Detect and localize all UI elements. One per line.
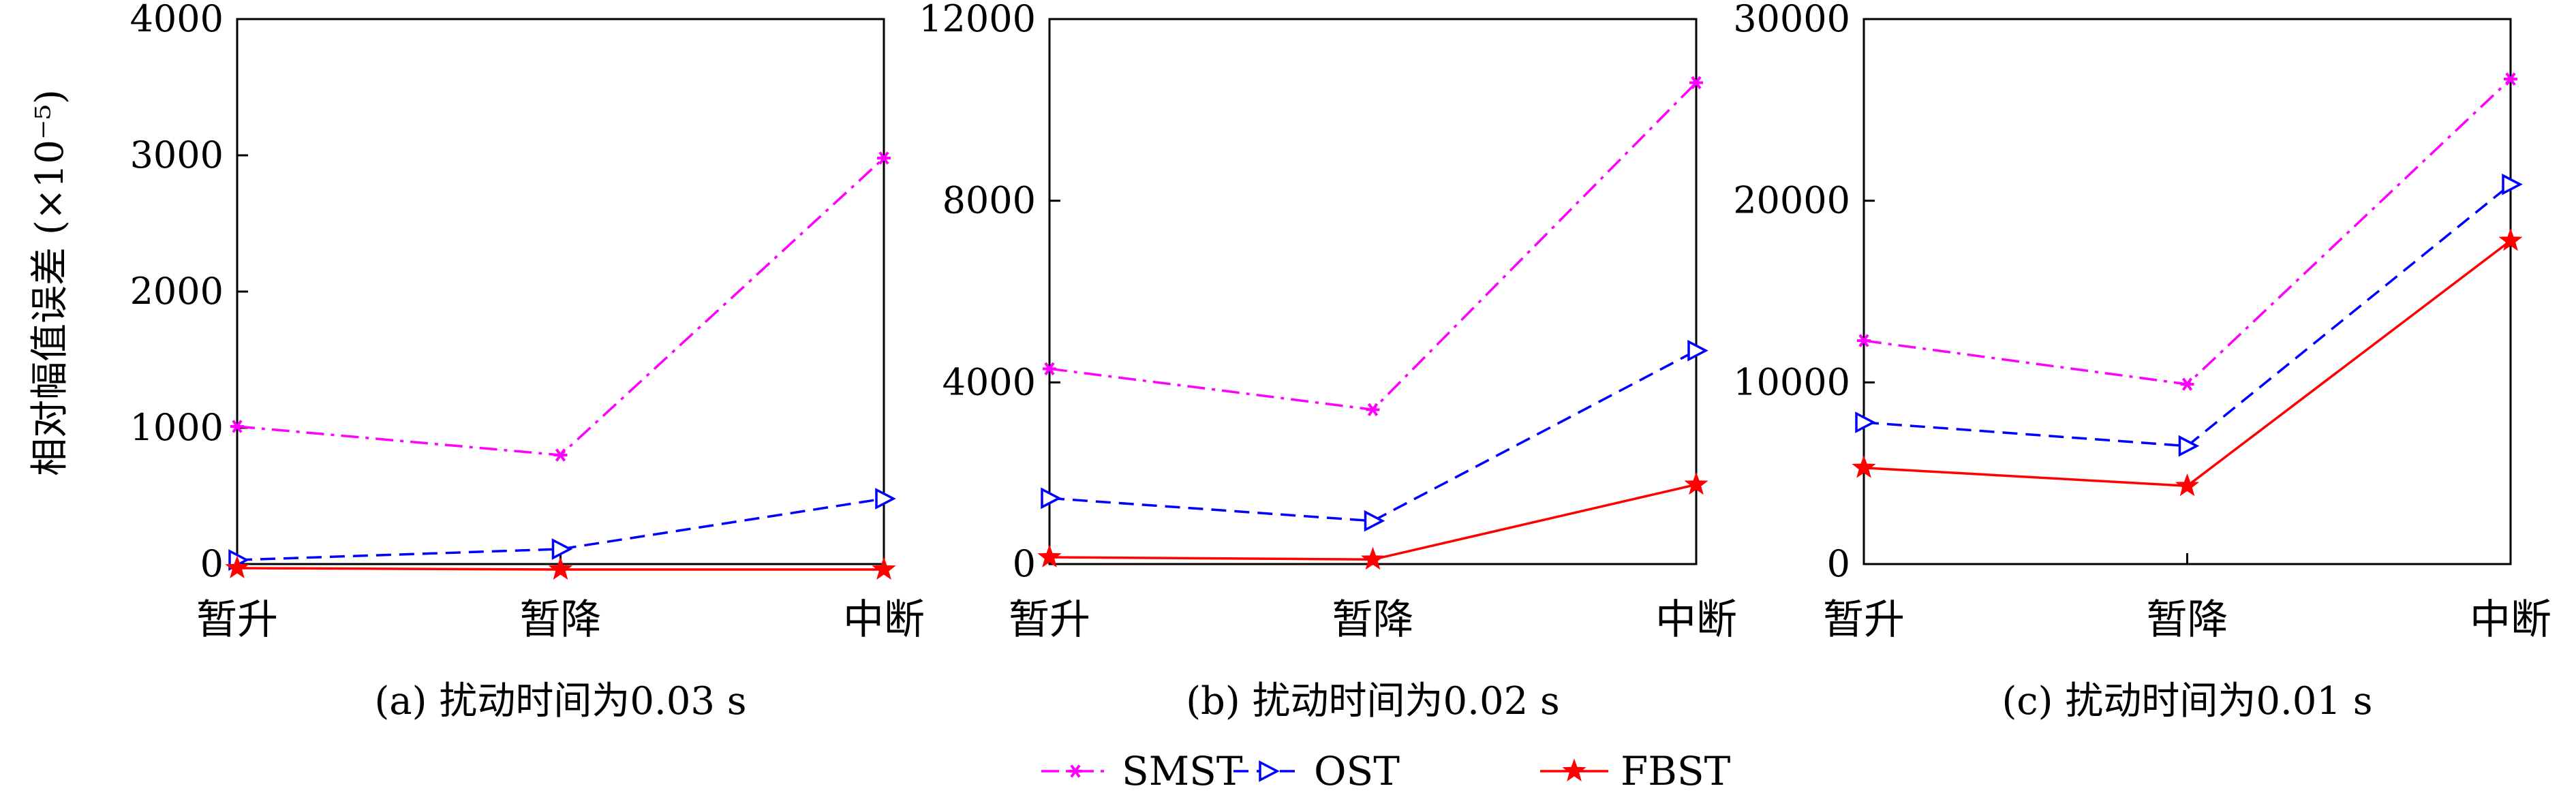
data-point [1855,411,1876,433]
legend-item-fbst: FBST [1540,748,1731,794]
series-ost [1855,173,2523,457]
series-line [1049,82,1698,411]
series-smst [1043,76,1703,416]
data-point [2180,377,2194,391]
data-point [230,420,244,433]
data-point [1043,362,1056,375]
y-tick-label: 10000 [1733,360,1850,403]
data-point [1364,510,1385,532]
series-smst [1857,72,2517,391]
legend-marker [1259,760,1280,782]
data-point [2498,228,2523,251]
series-line [1863,78,2512,386]
y-tick-label: 12000 [919,0,1036,40]
legend: SMST OST FBST [1041,748,1731,794]
y-tick-label: 3000 [130,134,224,176]
x-tick-label: 暂降 [2147,596,2228,644]
y-tick-label: 4000 [130,0,224,40]
data-point [1366,403,1380,416]
y-tick-label: 0 [200,542,224,585]
legend-marker [1562,758,1586,781]
data-point [1041,487,1062,510]
x-tick-label: 中断 [2470,596,2551,644]
y-tick-label: 30000 [1733,0,1850,40]
data-point [1689,76,1703,89]
chart-panel-3: 0 10000 20000 30000 暂升 暂降 中断 (c) 扰动时间为0.01 s [1733,0,2551,723]
data-point [2504,72,2517,86]
y-axis-label: 相对幅值误差 (×10⁻⁵) [28,89,72,476]
series-ost [1041,339,1708,532]
series-fbst [1852,228,2523,497]
data-point [553,448,568,462]
data-point [225,555,249,578]
data-point [548,557,573,580]
x-tick-label: 暂升 [1009,596,1090,644]
data-point [1037,544,1062,567]
x-tick-label: 中断 [843,596,925,644]
y-tick-label: 1000 [130,406,224,449]
data-point [2502,173,2523,196]
y-tick-label: 20000 [1733,179,1850,222]
data-point [1857,334,1871,347]
legend-item-ost: OST [1233,748,1400,794]
data-point [872,557,896,580]
chart-panels: 0 1000 2000 3000 4000 暂升 暂降 中断 (a) 扰动时间为0.03 s 0 4… [130,0,2551,723]
plot-frame [236,18,885,565]
x-tick-label: 暂升 [1823,596,1905,644]
y-tick-label: 8000 [942,179,1036,222]
panel-caption: (c) 扰动时间为0.01 s [2002,679,2372,723]
data-point [2178,435,2200,457]
x-tick-label: 暂降 [1332,596,1414,644]
legend-label: SMST [1122,748,1243,794]
series-line [1049,349,1697,523]
x-tick-label: 暂升 [196,596,278,644]
data-point [875,488,896,510]
series-line [236,497,885,561]
chart-panel-1: 0 1000 2000 3000 4000 暂升 暂降 中断 (a) 扰动时间为0.03 s [130,0,925,723]
y-tick-label: 2000 [130,270,224,313]
y-tick-label: 0 [1013,542,1036,585]
y-tick-label: 4000 [942,360,1036,403]
series-smst [230,151,891,462]
data-point [2175,473,2200,497]
data-point [1852,455,1876,478]
data-point [877,151,891,165]
chart-panel-2: 0 4000 8000 12000 暂升 暂降 中断 (b) 扰动时间为0.02 s [919,0,1737,723]
legend-item-smst: SMST [1041,748,1243,794]
series-fbst [1037,471,1708,570]
x-tick-label: 暂降 [520,596,602,644]
plot-frame [1048,18,1698,565]
panel-caption: (a) 扰动时间为0.03 s [374,679,746,723]
data-point [1684,471,1708,495]
legend-label: OST [1314,748,1400,794]
legend-marker [1069,764,1082,778]
legend-label: FBST [1621,748,1731,794]
data-point [551,538,573,560]
series-fbst [225,555,896,580]
panel-caption: (b) 扰动时间为0.02 s [1186,679,1560,723]
series-line [236,157,885,456]
data-point [1687,339,1708,362]
x-tick-label: 中断 [1655,596,1737,644]
data-point [1360,546,1385,570]
y-tick-label: 0 [1827,542,1850,585]
